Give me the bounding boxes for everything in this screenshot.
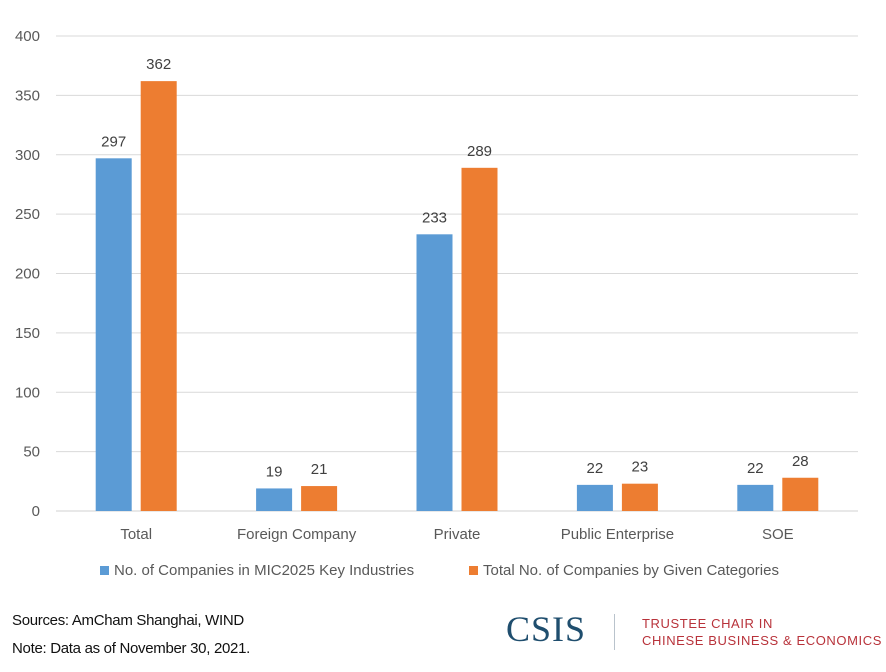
bars bbox=[95, 81, 819, 511]
x-category-label: Foreign Company bbox=[237, 526, 357, 543]
bar-mic2025-foreign-company bbox=[256, 488, 293, 511]
x-category-label: Total bbox=[120, 526, 152, 543]
bar-mic2025-total bbox=[95, 158, 132, 511]
x-category-label: Public Enterprise bbox=[561, 526, 674, 543]
data-label: 297 bbox=[101, 133, 126, 150]
chair-title-line1: TRUSTEE CHAIR IN bbox=[642, 616, 773, 631]
bar-mic2025-private bbox=[416, 234, 453, 511]
sources-note: Sources: AmCham Shanghai, WIND bbox=[12, 612, 244, 629]
data-label: 28 bbox=[792, 453, 809, 470]
y-tick-label: 0 bbox=[32, 503, 40, 520]
data-date-note: Note: Data as of November 30, 2021. bbox=[12, 640, 250, 657]
legend-item-mic2025: No. of Companies in MIC2025 Key Industri… bbox=[100, 562, 414, 579]
bar-chart: 0 50 100 150 200 250 300 350 400 297 362 19 21 233 28… bbox=[15, 28, 858, 543]
legend-label: No. of Companies in MIC2025 Key Industri… bbox=[114, 562, 415, 579]
data-label: 22 bbox=[747, 460, 764, 477]
legend-item-total: Total No. of Companies by Given Categori… bbox=[469, 562, 779, 579]
y-tick-label: 400 bbox=[15, 28, 40, 45]
chair-title-line2: CHINESE BUSINESS & ECONOMICS bbox=[642, 633, 883, 648]
bar-total-total bbox=[140, 81, 177, 511]
x-axis-labels: Total Foreign Company Private Public Enterp… bbox=[120, 526, 793, 543]
data-label: 23 bbox=[632, 459, 649, 476]
data-label: 19 bbox=[266, 463, 283, 480]
legend-swatch-blue bbox=[100, 566, 109, 575]
y-tick-label: 100 bbox=[15, 384, 40, 401]
data-label: 22 bbox=[587, 460, 604, 477]
data-label: 233 bbox=[422, 209, 447, 226]
data-label: 289 bbox=[467, 143, 492, 160]
bar-total-soe bbox=[782, 477, 819, 511]
csis-logo: CSIS bbox=[506, 609, 587, 649]
y-tick-label: 50 bbox=[23, 444, 40, 461]
data-label: 362 bbox=[146, 56, 171, 73]
legend: No. of Companies in MIC2025 Key Industri… bbox=[0, 562, 886, 582]
logo-divider bbox=[614, 614, 615, 650]
bar-total-public-enterprise bbox=[621, 483, 658, 511]
y-tick-label: 300 bbox=[15, 147, 40, 164]
legend-swatch-orange bbox=[469, 566, 478, 575]
bar-total-foreign-company bbox=[301, 486, 338, 511]
gridlines bbox=[56, 35, 858, 512]
y-tick-label: 350 bbox=[15, 87, 40, 104]
x-category-label: SOE bbox=[762, 526, 794, 543]
y-tick-label: 250 bbox=[15, 206, 40, 223]
bar-mic2025-soe bbox=[737, 484, 774, 511]
legend-label: Total No. of Companies by Given Categori… bbox=[483, 562, 779, 579]
y-axis-ticks: 0 50 100 150 200 250 300 350 400 bbox=[15, 28, 40, 520]
bar-mic2025-public-enterprise bbox=[576, 484, 613, 511]
y-tick-label: 150 bbox=[15, 325, 40, 342]
x-category-label: Private bbox=[434, 526, 481, 543]
bar-total-private bbox=[461, 167, 498, 511]
data-label: 21 bbox=[311, 461, 328, 478]
y-tick-label: 200 bbox=[15, 266, 40, 283]
data-labels: 297 362 19 21 233 289 22 23 22 28 bbox=[101, 56, 808, 480]
